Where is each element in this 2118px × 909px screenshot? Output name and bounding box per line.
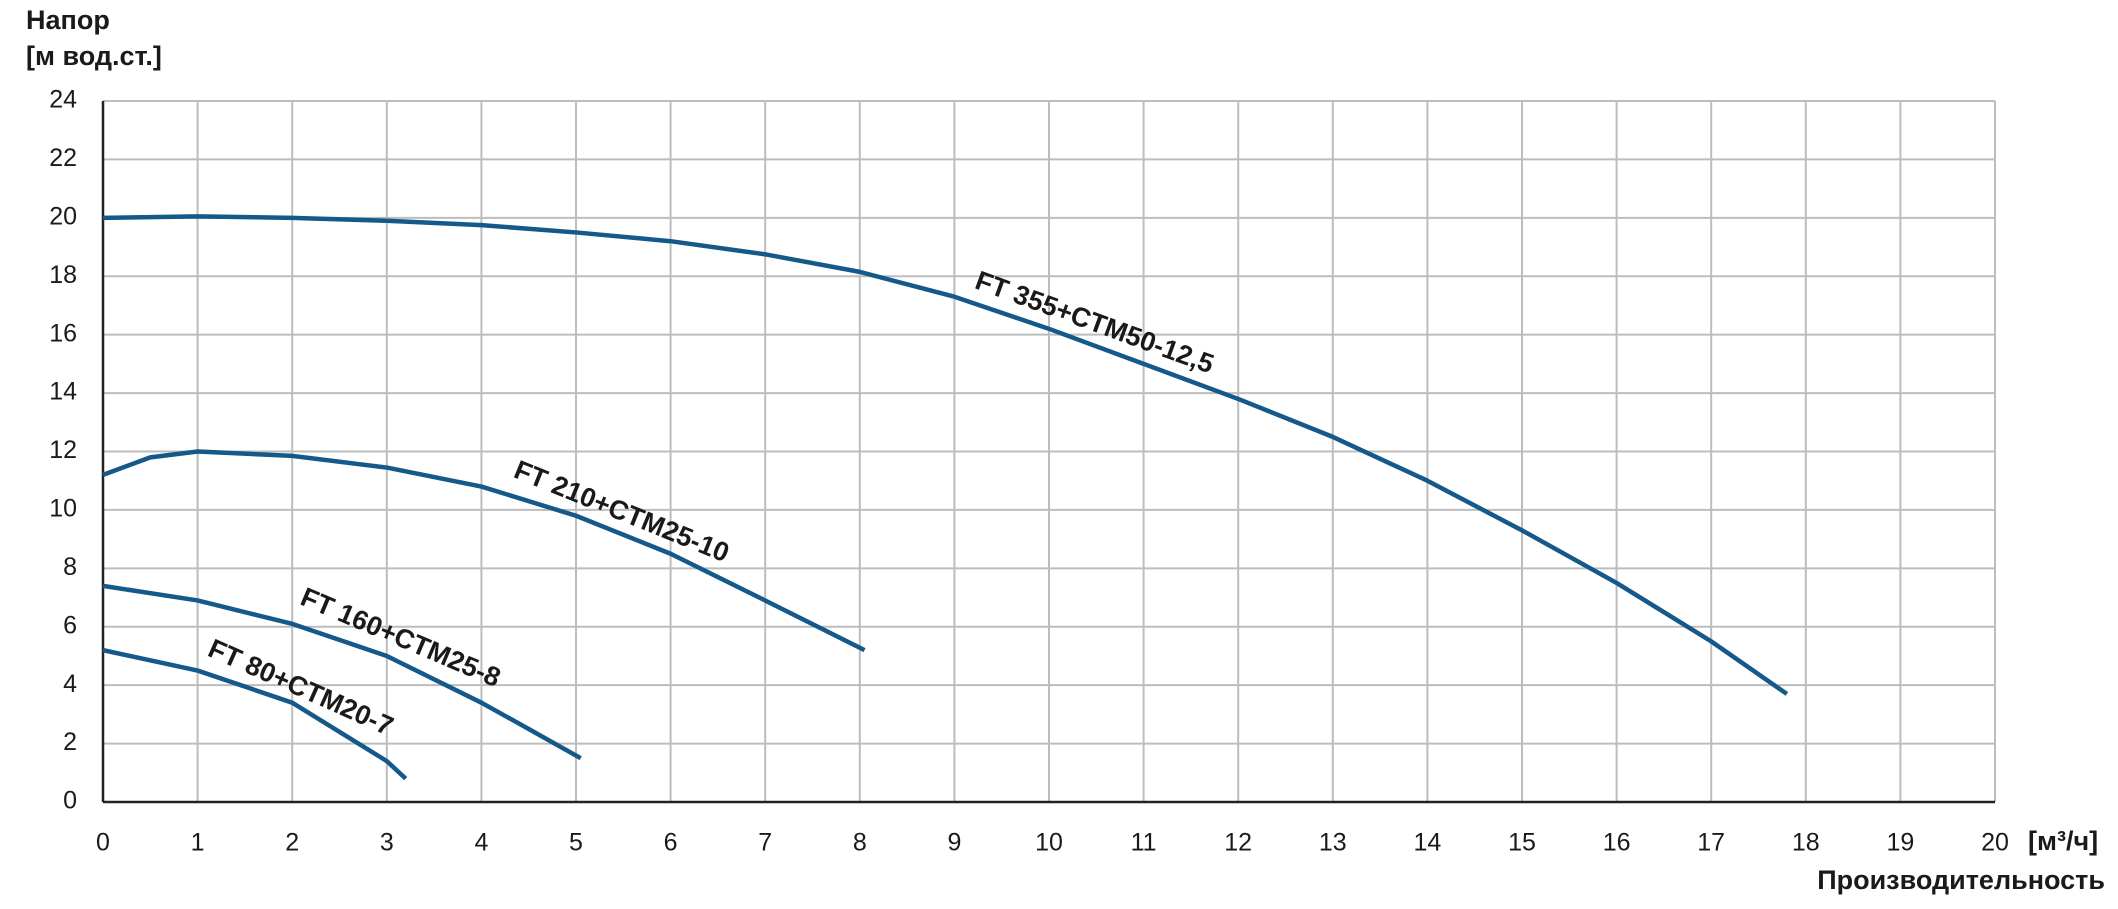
y-tick-label: 14 — [49, 378, 77, 406]
y-tick-label: 0 — [63, 787, 77, 815]
y-tick-label: 16 — [49, 319, 77, 347]
curve — [102, 449, 866, 653]
x-tick-label: 10 — [1035, 829, 1063, 857]
y-tick-label: 4 — [63, 670, 77, 698]
x-tick-label: 9 — [947, 829, 961, 857]
x-tick-label: 3 — [380, 829, 394, 857]
x-tick-label: 1 — [191, 829, 205, 857]
x-tick-label: 7 — [758, 829, 772, 857]
y-tick-label: 20 — [49, 202, 77, 230]
y-tick-label: 10 — [49, 495, 77, 523]
x-tick-label: 5 — [569, 829, 583, 857]
y-tick-label: 22 — [49, 144, 77, 172]
curve — [102, 647, 408, 781]
x-tick-label: 4 — [474, 829, 488, 857]
y-tick-label: 18 — [49, 261, 77, 289]
curve — [102, 214, 1789, 696]
curve — [102, 583, 582, 761]
x-tick-label: 11 — [1131, 829, 1157, 857]
x-tick-label: 14 — [1413, 829, 1441, 857]
x-tick-label: 6 — [664, 829, 678, 857]
y-tick-label: 6 — [63, 611, 77, 639]
x-tick-label: 8 — [853, 829, 867, 857]
y-axis-unit: [м вод.ст.] — [26, 41, 162, 71]
curve-label: FT 210+CTM25-10 — [510, 454, 733, 568]
x-tick-label: 17 — [1697, 829, 1725, 857]
y-tick-label: 24 — [49, 86, 77, 114]
x-tick-label: 16 — [1603, 829, 1631, 857]
x-tick-label: 20 — [1981, 829, 2009, 857]
x-axis-title: Производительность — [1817, 865, 2105, 895]
y-tick-label: 8 — [63, 553, 77, 581]
x-tick-label: 15 — [1508, 829, 1536, 857]
x-tick-label: 13 — [1319, 829, 1347, 857]
x-tick-label: 0 — [96, 829, 110, 857]
x-tick-label: 19 — [1886, 829, 1914, 857]
x-tick-label: 12 — [1224, 829, 1252, 857]
x-tick-label: 18 — [1792, 829, 1820, 857]
curve-label: FT 355+CTM50-12,5 — [971, 265, 1217, 379]
y-tick-label: 12 — [49, 436, 77, 464]
x-axis-unit: [м³/ч] — [2028, 826, 2098, 856]
x-tick-label: 2 — [285, 829, 299, 857]
y-axis-title: Напор — [26, 5, 110, 35]
y-tick-label: 2 — [63, 728, 77, 756]
